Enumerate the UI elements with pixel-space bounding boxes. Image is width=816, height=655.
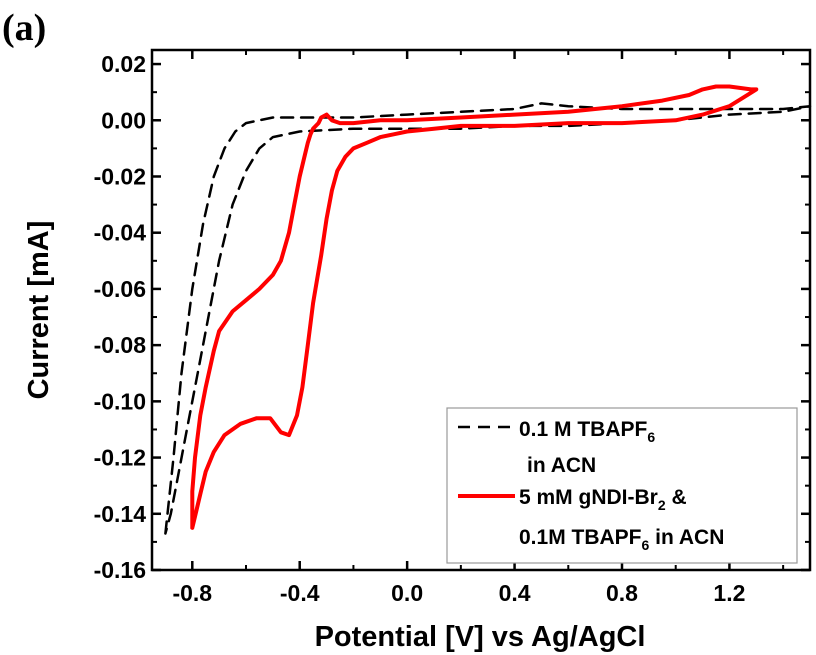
panel-label: (a) (2, 7, 46, 49)
plot-frame (150, 48, 812, 572)
axis-ticks: -0.8 -0.4 0.0 0.4 0.8 1.2 0.02 0.00 -0.02 -0.04 -0… (94, 50, 810, 606)
series-2-line (190, 84, 759, 530)
y-axis-title: Current [mA] (23, 221, 55, 400)
x-axis-title: Potential [V] vs Ag/AgCl (315, 621, 646, 653)
y-tick-label: -0.16 (94, 557, 146, 583)
y-tick-label: 0.02 (101, 51, 146, 77)
plot-area (150, 48, 812, 572)
x-tick-label: -0.4 (280, 580, 320, 606)
x-tick-label: 0.4 (499, 580, 531, 606)
x-tick-label: 0.8 (606, 580, 638, 606)
y-tick-label: -0.04 (94, 220, 147, 246)
y-tick-label: -0.14 (94, 501, 147, 527)
legend-label-series-1-line-2: in ACN (527, 454, 596, 477)
series-layer (164, 84, 812, 535)
y-tick-label: -0.10 (94, 388, 146, 414)
series-1-line (164, 102, 812, 535)
y-tick-label: -0.08 (94, 332, 147, 358)
legend-label-series-2-line-2: 0.1M TBAPF6 in ACN (519, 526, 724, 553)
x-tick-label: 1.2 (713, 580, 745, 606)
x-tick-label: -0.8 (172, 580, 212, 606)
y-tick-label: 0.00 (101, 107, 146, 133)
legend-box (446, 407, 798, 564)
y-tick-label: -0.06 (94, 276, 146, 302)
y-tick-label: -0.02 (94, 163, 146, 189)
legend-label-series-2-line-1: 5 mM gNDI-Br2 & (519, 486, 687, 513)
legend: 0.1 M TBAPF6 in ACN 5 mM gNDI-Br2 & 0.1M… (446, 407, 798, 564)
x-tick-label: 0.0 (391, 580, 423, 606)
legend-label-series-1-line-1: 0.1 M TBAPF6 (519, 418, 655, 445)
y-tick-label: -0.12 (94, 445, 146, 471)
